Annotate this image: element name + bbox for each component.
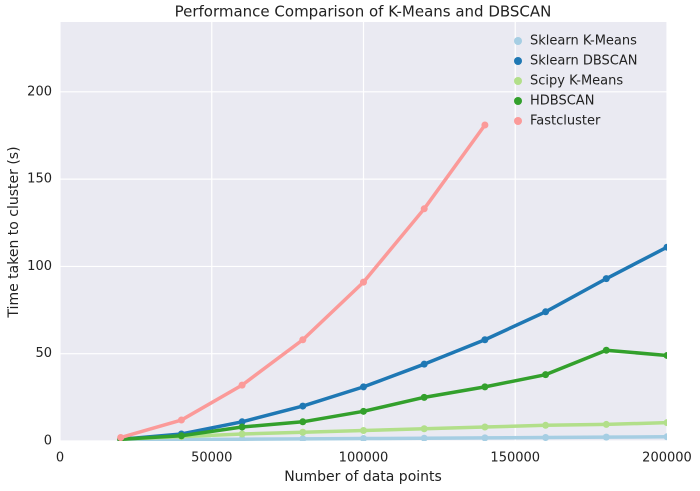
y-axis-label: Time taken to cluster (s) — [6, 146, 22, 318]
chart-title: Performance Comparison of K-Means and DB… — [175, 3, 552, 21]
data-point — [238, 435, 246, 441]
data-point — [481, 434, 489, 441]
data-point — [420, 393, 428, 401]
data-point — [238, 430, 246, 438]
data-point — [663, 243, 667, 251]
x-tick-label: 50000 — [191, 451, 232, 466]
data-point — [481, 336, 489, 344]
x-axis-label: Number of data points — [284, 469, 442, 485]
data-point — [602, 275, 610, 283]
data-point — [360, 278, 367, 286]
legend-marker — [514, 37, 522, 45]
data-point — [117, 434, 125, 441]
y-tick-label: 200 — [27, 84, 52, 99]
legend-marker — [514, 117, 522, 125]
x-tick-label: 150000 — [490, 451, 540, 466]
data-point — [299, 428, 307, 436]
y-tick-label: 0 — [44, 434, 52, 449]
legend-label: Sklearn K-Means — [530, 34, 637, 49]
data-point — [542, 434, 550, 441]
data-point — [420, 360, 428, 368]
data-point — [299, 336, 307, 344]
data-point — [542, 371, 550, 379]
data-point — [299, 418, 307, 426]
data-point — [238, 418, 246, 426]
x-tick-label: 200000 — [642, 451, 692, 466]
data-point — [602, 346, 610, 354]
data-point — [481, 121, 489, 129]
fit-line — [120, 245, 667, 441]
data-point — [481, 423, 489, 431]
y-tick-label: 150 — [27, 172, 52, 187]
data-point — [420, 205, 428, 213]
legend-label: Sklearn DBSCAN — [530, 54, 638, 69]
data-point — [177, 416, 185, 424]
fit-line — [120, 435, 667, 441]
data-point — [481, 383, 489, 391]
data-point — [238, 423, 246, 431]
legend-marker — [514, 77, 522, 85]
x-tick-label: 100000 — [339, 451, 389, 466]
fit-line — [120, 348, 667, 441]
legend-label: Fastcluster — [530, 114, 601, 129]
x-tick-label: 0 — [56, 451, 64, 466]
data-point — [602, 420, 610, 428]
data-point — [542, 308, 550, 316]
data-point — [420, 434, 428, 441]
data-point — [542, 421, 550, 429]
y-tick-label: 100 — [27, 259, 52, 274]
data-point — [663, 419, 667, 427]
legend-label: HDBSCAN — [530, 94, 594, 109]
data-point — [360, 407, 367, 415]
data-point — [663, 351, 667, 359]
data-point — [420, 425, 428, 433]
data-point — [177, 432, 185, 440]
data-point — [663, 433, 667, 441]
data-point — [360, 383, 367, 391]
data-point — [360, 427, 367, 435]
legend-marker — [514, 97, 522, 105]
data-point — [238, 381, 246, 389]
legend-marker — [514, 57, 522, 65]
legend-label: Scipy K-Means — [530, 74, 623, 89]
fit-line — [120, 420, 667, 441]
data-point — [360, 435, 367, 441]
data-point — [299, 435, 307, 441]
data-point — [602, 433, 610, 441]
data-point — [299, 402, 307, 410]
y-tick-label: 50 — [35, 346, 52, 361]
